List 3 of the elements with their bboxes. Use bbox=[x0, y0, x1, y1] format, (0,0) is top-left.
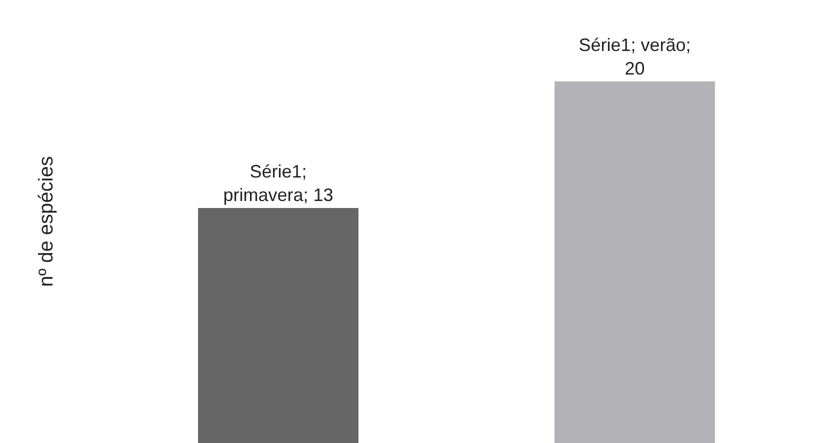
data-label: Série1; verão; 20 bbox=[578, 34, 691, 78]
y-axis-title: nº de espécies bbox=[36, 156, 58, 287]
data-label: Série1; primavera; 13 bbox=[223, 162, 334, 205]
